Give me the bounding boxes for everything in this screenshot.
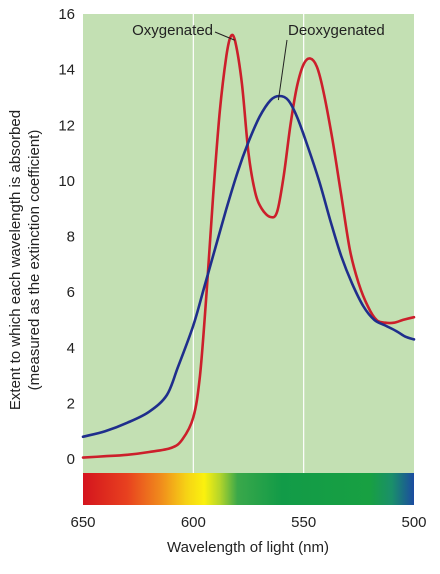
- annotation-leader-oxygenated: [214, 31, 236, 41]
- annotation-oxygenated: Oxygenated: [132, 22, 213, 39]
- x-tick-label-650: 650: [70, 514, 95, 531]
- y-axis-title: Extent to which each wavelength is absor…: [7, 110, 43, 410]
- y-tick-label-6: 6: [67, 284, 75, 301]
- x-tick-label-600: 600: [181, 514, 206, 531]
- annotation-leader-deoxygenated: [277, 39, 288, 101]
- grid-lines: [192, 14, 305, 473]
- x-tick-labels: 650 600 550 500: [70, 514, 426, 531]
- y-tick-label-12: 12: [58, 117, 75, 134]
- series-line-deoxygenated: [81, 94, 416, 439]
- annotations: Oxygenated Deoxygenated: [132, 22, 385, 101]
- x-tick-label-500: 500: [401, 514, 426, 531]
- y-tick-label-0: 0: [67, 451, 75, 468]
- y-tick-label-14: 14: [58, 62, 75, 79]
- annotation-deoxygenated: Deoxygenated: [288, 22, 385, 39]
- y-axis-title-line2: (measured as the extinction coefficient): [26, 130, 43, 391]
- y-tick-labels: 0 2 4 6 8 10 12 14 16: [58, 6, 75, 468]
- y-tick-label-2: 2: [67, 395, 75, 412]
- y-tick-label-10: 10: [58, 173, 75, 190]
- y-tick-label-16: 16: [58, 6, 75, 23]
- x-tick-label-550: 550: [291, 514, 316, 531]
- series-line-oxygenated: [81, 33, 416, 459]
- plot-background: [83, 14, 414, 473]
- y-axis-title-line1: Extent to which each wavelength is absor…: [7, 110, 24, 410]
- spectrum-bar: [83, 473, 414, 505]
- y-tick-label-8: 8: [67, 229, 75, 246]
- series-lines: [81, 33, 416, 459]
- x-axis-title: Wavelength of light (nm): [167, 539, 329, 556]
- y-tick-label-4: 4: [67, 340, 75, 357]
